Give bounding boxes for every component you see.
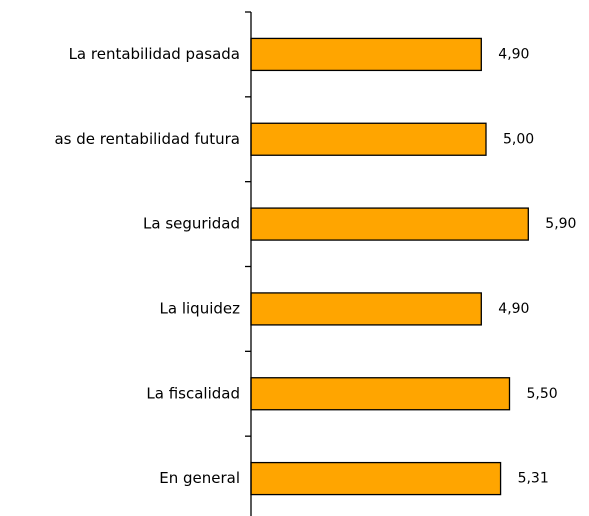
- y-tick-label: La rentabilidad pasada: [69, 45, 240, 63]
- bar: [250, 207, 529, 241]
- bar: [250, 37, 482, 72]
- value-label: 5,31: [518, 471, 549, 487]
- y-tick-label: En general: [159, 469, 240, 487]
- value-label: 5,00: [503, 131, 534, 147]
- bar: [250, 122, 487, 156]
- value-label: 4,90: [498, 301, 529, 317]
- bar: [250, 292, 482, 326]
- value-label: 5,90: [545, 216, 576, 232]
- y-tick-label: La seguridad: [143, 215, 240, 233]
- bar: [250, 461, 502, 496]
- y-tick-label: La liquidez: [160, 299, 241, 317]
- y-tick-label: as de rentabilidad futura: [54, 130, 240, 148]
- value-label: 4,90: [498, 46, 529, 62]
- bar: [250, 377, 511, 411]
- value-label: 5,50: [527, 386, 558, 402]
- y-tick-label: La fiscalidad: [146, 384, 240, 402]
